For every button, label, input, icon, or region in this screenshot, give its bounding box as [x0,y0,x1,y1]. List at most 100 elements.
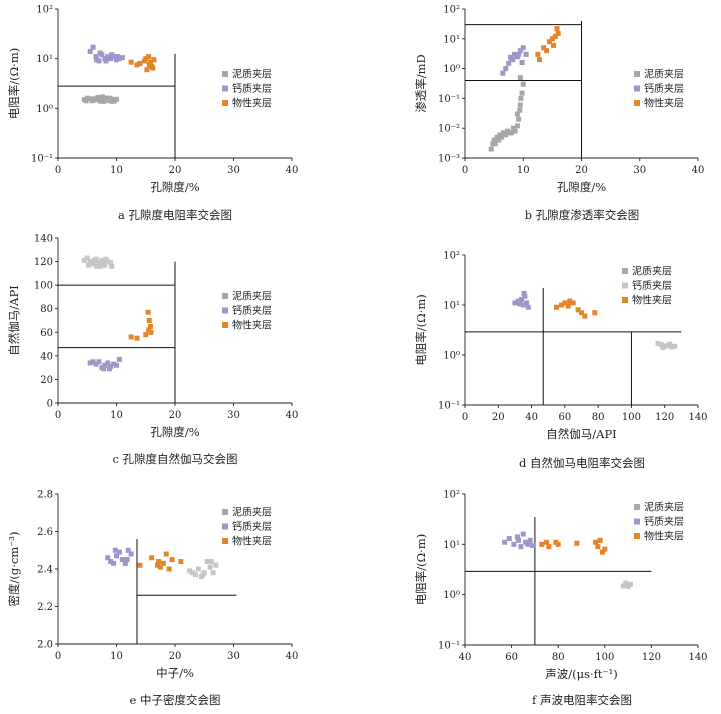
legend-label: 泥质夹层 [232,290,272,303]
data-point [91,257,97,263]
x-tick-label: 40 [525,412,538,423]
data-point [514,111,520,117]
x-tick-label: 30 [227,410,240,421]
data-point [565,303,571,309]
data-point [154,562,160,568]
data-point [559,302,565,308]
data-point [210,570,216,576]
legend-swatch [634,533,640,539]
series-a-0 [81,94,119,104]
legend-swatch [222,509,228,515]
legend-swatch [222,538,228,544]
y-axis-title: 电阻率/(Ω·m) [7,48,21,119]
data-point [535,51,541,57]
legend-swatch [222,71,228,77]
data-point [96,359,102,365]
y-tick-label: 120 [34,257,53,268]
x-tick-label: 40 [286,410,299,421]
legend-swatch [222,293,228,299]
panel-caption: f 声波电阻率交会图 [532,693,632,707]
data-point [599,549,605,555]
data-point [94,263,100,269]
y-tick-label: 2.6 [37,527,53,538]
data-point [521,290,527,296]
legend-label: 钙质夹层 [232,304,272,317]
data-point [527,537,533,543]
data-point [102,362,108,368]
data-point [517,107,523,113]
legend-swatch [222,523,228,530]
data-point [200,572,206,578]
x-tick-label: 10 [517,165,530,176]
y-tick-label: 10⁻³ [438,154,460,165]
legend-label: 钙质夹层 [644,82,684,95]
legend-swatch [622,297,628,303]
series-d-0 [655,340,678,351]
data-point [84,255,90,261]
data-point [105,360,111,366]
data-point [95,94,101,100]
data-point [518,544,524,550]
data-point [582,313,588,319]
chart-panel-e: 0 10 20 30 40 2.0 2.2 2.4 2.6 2.8 泥质夹层钙质夹层物性夹层中子/%… [7,490,298,708]
data-point [109,263,115,269]
data-point [101,98,107,104]
x-tick-label: 60 [505,652,518,663]
data-point [517,301,523,307]
x-tick-label: 0 [55,651,61,662]
y-tick-label: 2.8 [37,490,53,501]
x-tick-label: 0 [462,165,468,176]
y-tick-label: 10⁰ [443,64,460,75]
x-tick-label: 20 [169,165,182,176]
data-point [145,309,151,315]
data-point [207,564,213,570]
y-tick-label: 100 [34,281,53,292]
data-point [101,366,107,372]
data-point [111,361,117,367]
data-point [655,340,661,346]
chart-panel-c: 0 10 20 30 40 0 20 40 60 80 100 120 140 泥质夹层钙质夹层物性夹层孔… [7,234,298,467]
data-point [496,137,502,143]
data-point [108,56,114,62]
data-point [87,48,93,54]
legend-label: 物性夹层 [232,535,272,548]
series-b-1 [500,45,529,76]
data-point [119,557,125,563]
data-point [204,559,210,564]
x-axis-title: 自然伽马/API [546,427,616,441]
data-point [116,356,122,362]
data-point [114,362,119,368]
data-point [112,547,118,553]
data-point [108,260,114,266]
data-point [592,310,598,316]
data-point [92,96,98,102]
data-point [111,98,117,104]
x-tick-label: 40 [459,652,472,663]
data-point [530,542,536,548]
data-point [523,51,529,57]
data-point [178,559,184,564]
data-point [517,48,523,54]
data-point [97,263,103,269]
x-tick-label: 120 [642,652,661,663]
data-point [567,298,573,304]
x-tick-label: 10 [110,165,123,176]
data-point [103,58,109,64]
series-c-0 [81,255,115,269]
panel-caption: e 中子密度交会图 [130,693,221,707]
legend-label: 钙质夹层 [232,82,272,95]
data-point [514,534,520,540]
data-point [89,98,95,104]
legend-label: 物性夹层 [644,530,684,543]
data-point [520,531,526,537]
y-tick-label: 2.0 [37,640,53,651]
data-point [134,335,140,341]
legend-label: 泥质夹层 [232,506,272,519]
data-point [518,95,524,101]
data-point [109,52,115,58]
x-tick-label: 40 [286,651,299,662]
data-point [516,537,522,543]
series-c-2 [128,309,154,341]
